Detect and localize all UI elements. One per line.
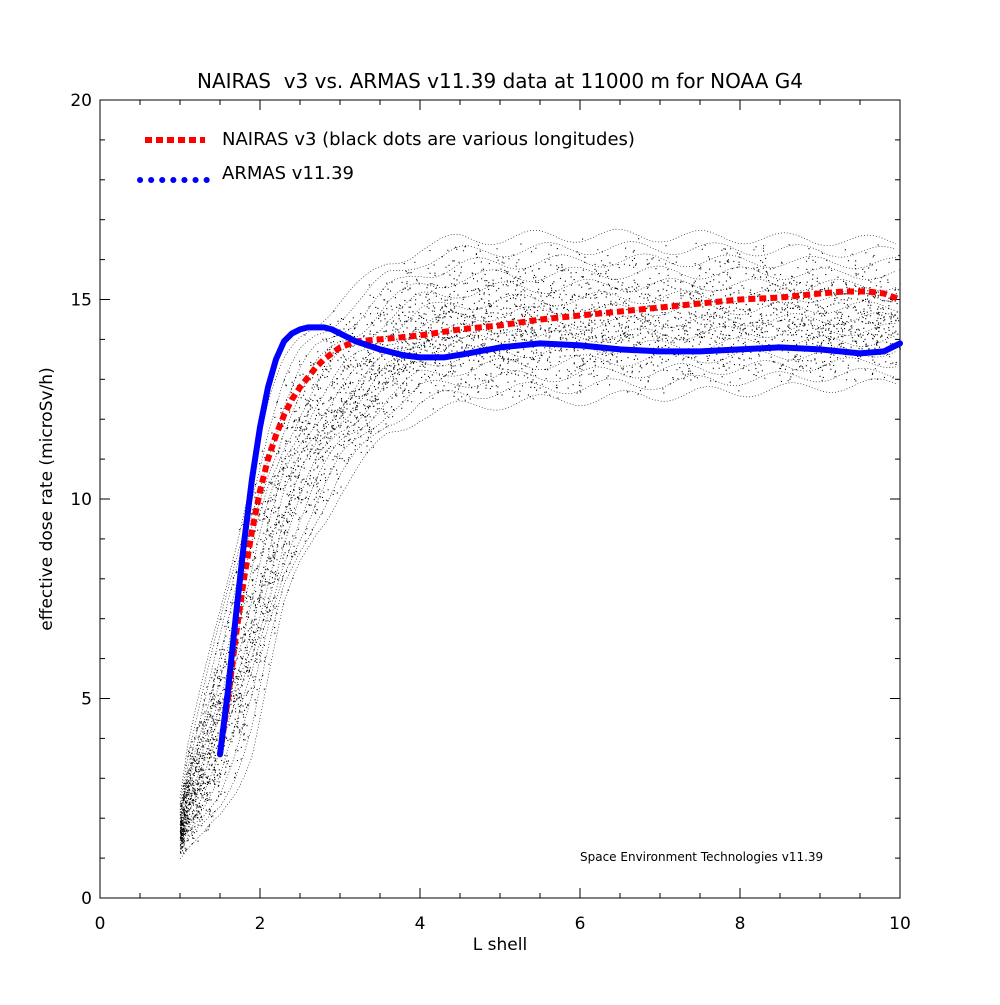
x-tick-label: 10 — [889, 914, 911, 934]
y-tick-label: 20 — [70, 91, 92, 111]
longitude-trace — [179, 312, 897, 832]
x-tick-label: 0 — [95, 914, 106, 934]
chart-title: NAIRAS v3 vs. ARMAS v11.39 data at 11000… — [197, 69, 803, 93]
legend-label-nairas: NAIRAS v3 (black dots are various longit… — [222, 129, 635, 150]
y-axis-label: effective dose rate (microSv/h) — [37, 367, 57, 630]
legend-label-armas: ARMAS v11.39 — [222, 163, 354, 184]
credit-annotation: Space Environment Technologies v11.39 — [580, 850, 823, 864]
y-tick-label: 0 — [81, 889, 92, 909]
series-lines — [217, 288, 903, 758]
x-tick-labels: 0 2 4 6 8 10 — [95, 914, 911, 934]
x-axis-label: L shell — [473, 935, 527, 955]
x-tick-label: 8 — [735, 914, 746, 934]
legend: NAIRAS v3 (black dots are various longit… — [137, 129, 635, 184]
longitude-trace — [179, 346, 897, 844]
longitude-trace — [179, 301, 897, 825]
longitude-trace — [179, 322, 897, 838]
y-tick-label: 15 — [70, 291, 92, 311]
axis-ticks — [99, 99, 901, 899]
nairas-series-line — [217, 288, 902, 755]
x-tick-label: 2 — [255, 914, 266, 934]
longitude-trace — [179, 241, 897, 805]
y-tick-label: 5 — [81, 690, 92, 710]
y-tick-labels: 0 5 10 15 20 — [70, 91, 92, 909]
longitude-trace — [179, 265, 897, 813]
longitude-trace — [179, 367, 897, 853]
x-tick-label: 4 — [415, 914, 426, 934]
armas-series-line — [217, 324, 903, 758]
y-tick-label: 10 — [70, 490, 92, 510]
longitude-trace — [179, 278, 897, 816]
x-tick-label: 6 — [575, 914, 586, 934]
